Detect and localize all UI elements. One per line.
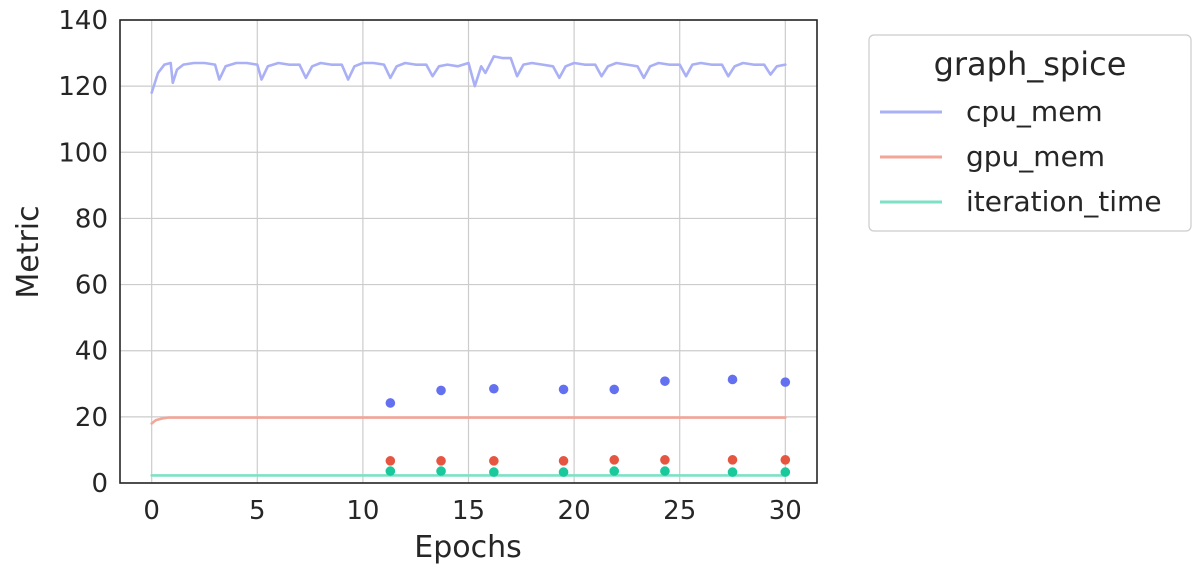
x-tick-label: 10: [346, 496, 379, 526]
x-tick-label: 30: [769, 496, 802, 526]
x-tick-label: 15: [452, 496, 485, 526]
series-line-cpu-mem: [150, 55, 787, 95]
x-axis-label: Epochs: [414, 530, 522, 565]
scatter-point-0: [780, 377, 791, 387]
scatter-point-0: [385, 398, 396, 408]
legend-box: [868, 34, 1192, 232]
scatter-point-1: [489, 456, 499, 466]
scatter-point-2: [385, 466, 396, 476]
x-axis-ticks: 0 5 10 15 20 25 30: [143, 496, 801, 526]
scatter-point-2: [780, 467, 791, 477]
plot-frame: [119, 19, 818, 484]
scatter-point-2: [660, 466, 670, 476]
y-tick-label: 20: [75, 403, 108, 433]
scatter-point-2: [727, 467, 738, 477]
legend: graph_spice cpu_mem gpu_mem iteration_ti…: [868, 34, 1192, 232]
y-tick-label: 80: [75, 204, 108, 234]
series-line-gpu-mem: [150, 416, 787, 425]
scatter-point-2: [558, 467, 569, 477]
y-tick-label: 40: [75, 337, 108, 367]
legend-entry-gpu-mem: gpu_mem: [966, 140, 1105, 173]
y-axis-ticks: 0 20 40 60 80 100 120 140: [58, 6, 108, 499]
scatter-point-0: [489, 383, 499, 394]
scatter-point-1: [609, 455, 620, 465]
scatter-point-1: [727, 455, 738, 465]
scatter-point-1: [660, 455, 670, 465]
y-tick-label: 100: [58, 138, 108, 168]
y-tick-label: 0: [91, 469, 108, 499]
x-tick-label: 20: [558, 496, 591, 526]
x-tick-label: 25: [663, 496, 696, 526]
legend-entry-iteration-time: iteration_time: [966, 185, 1162, 218]
scatter-point-1: [558, 456, 569, 466]
y-tick-label: 140: [58, 6, 108, 36]
y-tick-label: 60: [75, 271, 108, 301]
scatter-point-0: [609, 384, 620, 395]
series-layer: [150, 55, 787, 477]
scatter-point-0: [436, 385, 446, 396]
scatter-point-0: [660, 376, 670, 386]
y-axis-label: Metric: [11, 205, 46, 298]
scatter-point-0: [558, 384, 569, 395]
scatter-point-1: [436, 456, 446, 466]
grid: [120, 19, 817, 484]
scatter-point-0: [727, 374, 738, 385]
scatter-layer: [385, 374, 791, 477]
scatter-point-1: [385, 456, 396, 466]
legend-entry-cpu-mem: cpu_mem: [966, 95, 1103, 128]
x-tick-label: 5: [249, 496, 266, 526]
y-tick-label: 120: [58, 72, 108, 102]
x-tick-label: 0: [143, 496, 160, 526]
scatter-point-2: [489, 467, 499, 477]
scatter-point-2: [609, 466, 620, 476]
scatter-point-2: [436, 466, 446, 476]
legend-title: graph_spice: [934, 45, 1127, 83]
scatter-point-1: [780, 455, 791, 465]
